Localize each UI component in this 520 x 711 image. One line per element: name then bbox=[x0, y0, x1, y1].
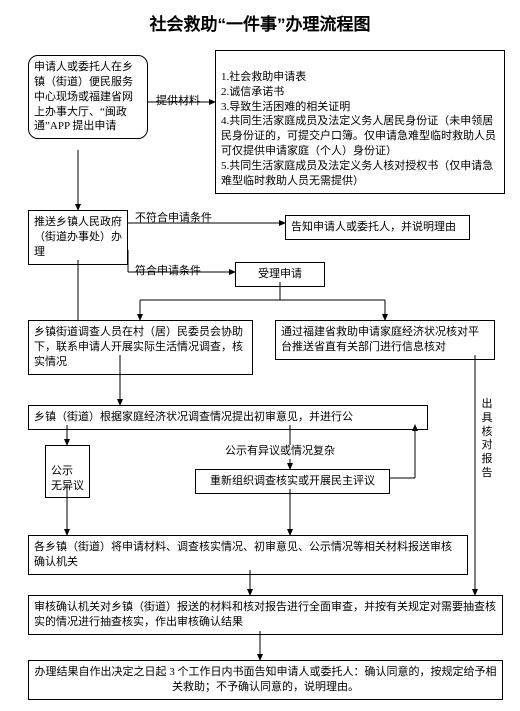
node-accept: 受理申请 bbox=[235, 262, 325, 287]
page-title: 社会救助“一件事”办理流程图 bbox=[0, 10, 520, 35]
node-submit: 各乡镇（街道）将申请材料、调查核实情况、初审意见、公示情况等相关材料报送审核确认… bbox=[28, 535, 468, 575]
node-invest-b: 通过福建省救助申请家庭经济状况核对平台推送省直有关部门进行信息核对 bbox=[275, 320, 495, 360]
node-initial-text: 乡镇（街道）根据家庭经济状况调查情况提出初审意见，并进行公 bbox=[34, 411, 353, 423]
node-result: 办理结果自作出决定之日起 3 个工作日内书面告知申请人或委托人：确认同意的，按规… bbox=[28, 660, 503, 700]
label-provide: 提供材料 bbox=[156, 95, 200, 108]
node-invest-a-text: 乡镇街道调查人员在村（居）民委员会协助下，联系申请人开展实际生活情况调查，核实情… bbox=[34, 326, 243, 368]
node-noobj-text: 公示 无异议 bbox=[51, 465, 84, 491]
node-push: 推送乡镇人民政府（街道办事处）办理 bbox=[28, 210, 128, 265]
node-reorg: 重新组织调查核实或开展民主评议 bbox=[195, 469, 390, 494]
node-reorg-text: 重新组织调查核实或开展民主评议 bbox=[210, 475, 375, 487]
node-inform: 告知申请人或委托人，并说明理由 bbox=[285, 215, 470, 240]
node-invest-a: 乡镇街道调查人员在村（居）民委员会协助下，联系申请人开展实际生活情况调查，核实情… bbox=[28, 320, 253, 375]
node-submit-text: 各乡镇（街道）将申请材料、调查核实情况、初审意见、公示情况等相关材料报送审核确认… bbox=[34, 541, 452, 568]
label-report: 出具核对报告 bbox=[480, 398, 494, 481]
node-accept-text: 受理申请 bbox=[258, 268, 302, 280]
node-initial: 乡镇（街道）根据家庭经济状况调查情况提出初审意见，并进行公 bbox=[28, 405, 428, 430]
node-apply: 申请人或委托人在乡镇（街道）便民服务中心现场或福建省网上办事大厅、“闽政通”AP… bbox=[28, 55, 148, 139]
node-apply-text: 申请人或委托人在乡镇（街道）便民服务中心现场或福建省网上办事大厅、“闽政通”AP… bbox=[34, 61, 133, 132]
label-nomatch: 不符合申请条件 bbox=[135, 212, 212, 225]
node-result-text: 办理结果自作出决定之日起 3 个工作日内书面告知申请人或委托人：确认同意的，按规… bbox=[35, 666, 497, 693]
node-push-text: 推送乡镇人民政府（街道办事处）办理 bbox=[34, 216, 122, 258]
node-noobj: 公示 无异议 bbox=[45, 445, 90, 498]
node-inform-text: 告知申请人或委托人，并说明理由 bbox=[291, 221, 456, 233]
node-review: 审核确认机关对乡镇（街道）报送的材料和核对报告进行全面审查，并按有关规定对需要抽… bbox=[28, 595, 503, 635]
node-invest-b-text: 通过福建省救助申请家庭经济状况核对平台推送省直有关部门进行信息核对 bbox=[281, 326, 479, 353]
node-materials-text: 1.社会救助申请表 2.诚信承诺书 3.导致生活困难的相关证明 4.共同生活家庭… bbox=[221, 71, 496, 187]
node-materials: 1.社会救助申请表 2.诚信承诺书 3.导致生活困难的相关证明 4.共同生活家庭… bbox=[215, 50, 505, 194]
label-obj: 公示有异议或情况复杂 bbox=[225, 445, 335, 458]
node-review-text: 审核确认机关对乡镇（街道）报送的材料和核对报告进行全面审查，并按有关规定对需要抽… bbox=[34, 601, 496, 628]
label-match: 符合申请条件 bbox=[135, 265, 201, 278]
